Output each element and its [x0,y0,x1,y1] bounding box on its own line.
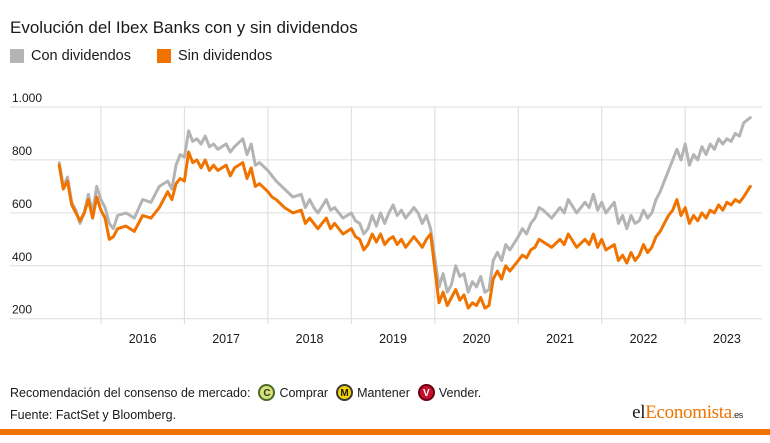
buy-badge-icon: C [258,384,276,401]
x-tick-label-2020: 2020 [463,332,491,346]
x-tick-label-2018: 2018 [296,332,324,346]
sell-label: Vender. [438,385,482,400]
series-line-con-dividendos [57,116,752,294]
x-tick-label-2016: 2016 [129,332,157,346]
eleconomista-logo[interactable]: elEconomista.es [632,402,743,424]
hold-label: Mantener [357,385,410,400]
bottom-accent-bar [0,429,770,435]
y-tick-label-800: 800 [12,144,32,158]
legend-swatch-orange [156,49,171,63]
recommendation-legend: Recomendación del consenso de mercado: C… [10,384,481,401]
x-tick-label-2023: 2023 [713,332,741,346]
y-tick-label-1000: 1.000 [12,91,42,105]
x-tick-label-2017: 2017 [212,332,240,346]
y-tick-label-400: 400 [12,250,32,264]
buy-label: Comprar [279,385,329,400]
x-tick-label-2022: 2022 [630,332,658,346]
legend-label-sin-dividendos: Sin dividendos [177,48,273,64]
y-tick-label-600: 600 [12,197,32,211]
chart-title: Evolución del Ibex Banks con y sin divid… [10,18,358,37]
legend-item-sin-dividendos: Sin dividendos [156,48,273,64]
legend-swatch-gray [10,49,24,63]
hold-badge-icon: M [336,384,354,401]
series-line-sin-dividendos [57,150,752,310]
legend-label-con-dividendos: Con dividendos [31,48,131,64]
logo-part-es: .es [731,410,743,420]
y-tick-label-200: 200 [12,303,32,317]
logo-part-economista: Economista [645,402,732,423]
legend-item-con-dividendos: Con dividendos [10,48,131,64]
source-note: Fuente: FactSet y Bloomberg. [10,408,177,422]
recommendation-label: Recomendación del consenso de mercado: [10,385,251,400]
x-tick-label-2019: 2019 [379,332,407,346]
sell-badge-icon: V [417,384,435,401]
line-chart: 200 400 600 800 1.000 2016 2017 2018 2019 2020 202… [10,91,762,346]
legend: Con dividendos Sin dividendos [10,48,298,64]
logo-part-el: el [632,402,646,423]
x-tick-label-2021: 2021 [546,332,574,346]
